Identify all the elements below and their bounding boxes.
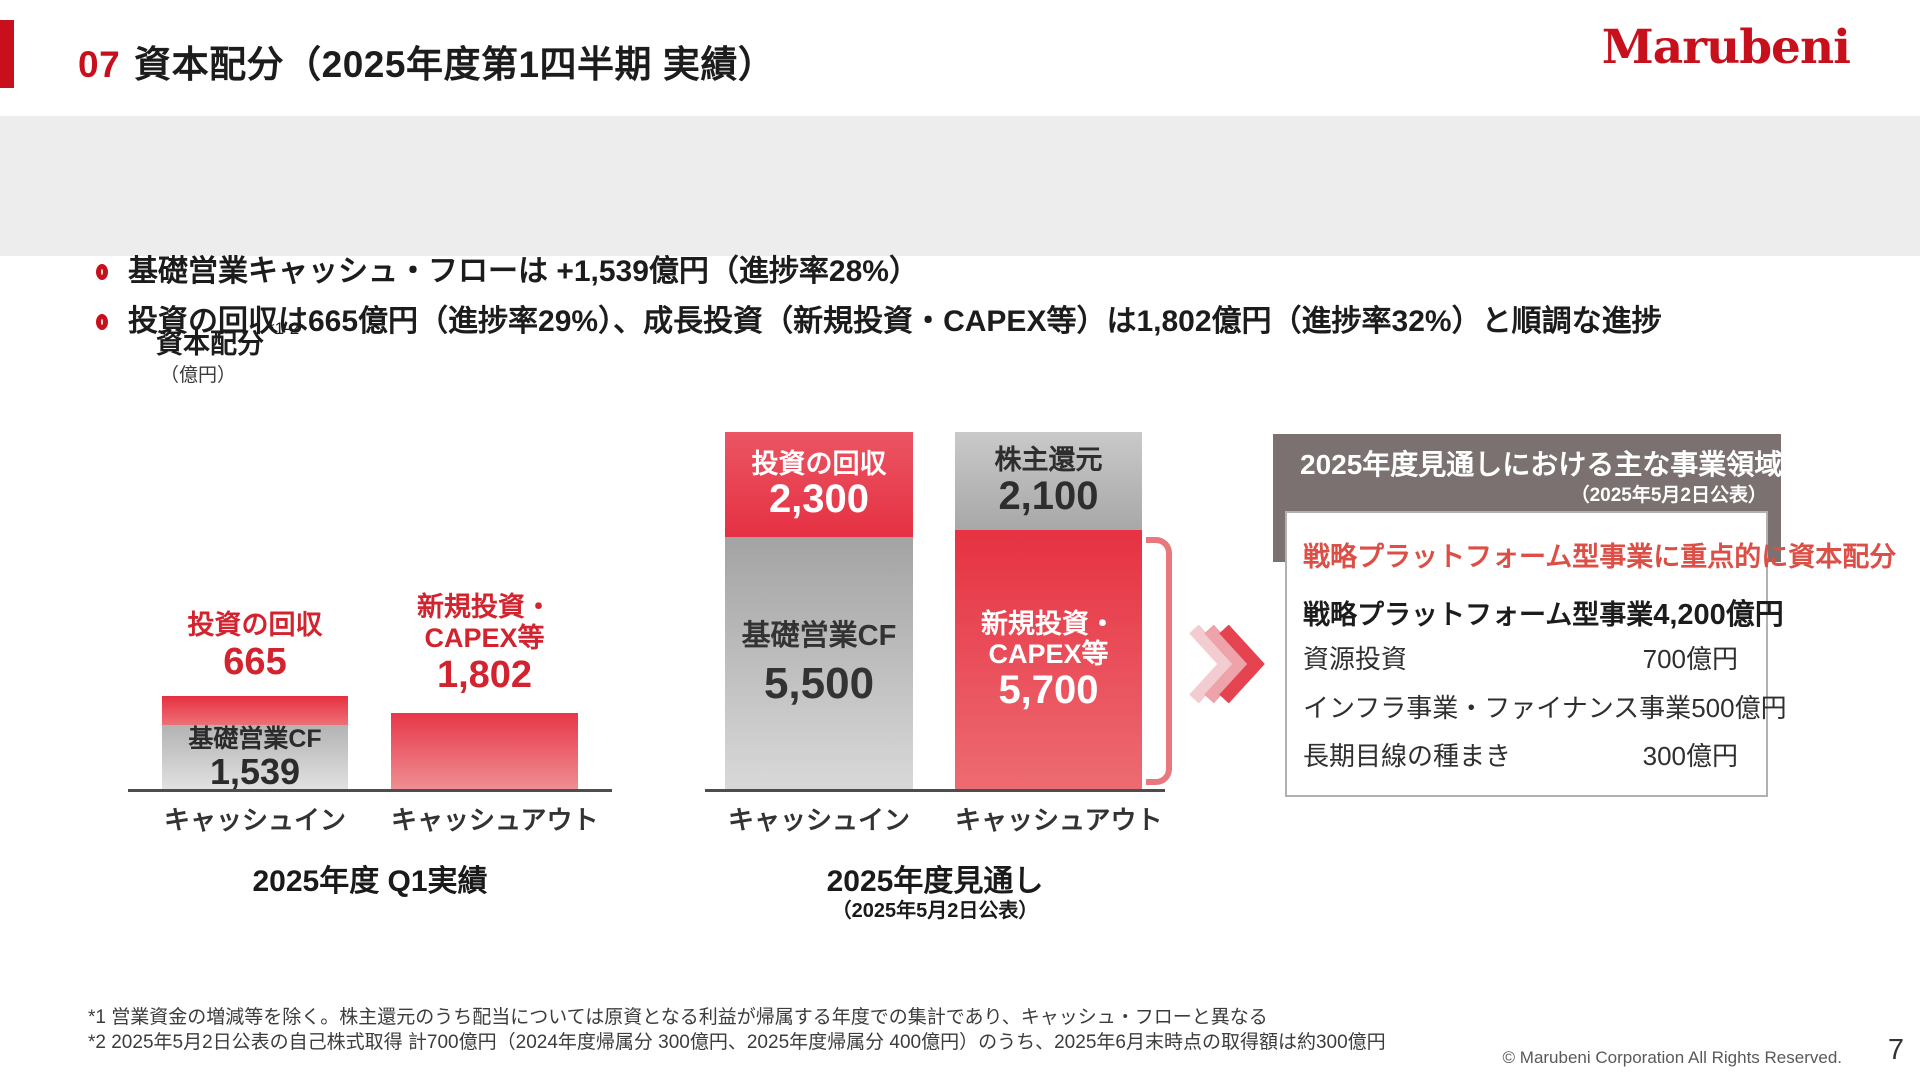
q1-invest-recovery-value: 665 [223, 641, 287, 683]
bullet-ring-icon [96, 264, 108, 280]
chart-caption-text: 資本配分 [156, 329, 264, 359]
panel-title: 2025年度見通しにおける主な事業領域 [1300, 449, 1783, 480]
highlight-row-2: 投資の回収は665億円（進捗率29%）、成長投資（新規投資・CAPEX等）は1,… [96, 302, 1662, 342]
outlook-cashout-new-invest-segment: 新規投資・ CAPEX等 5,700 [955, 530, 1142, 790]
outlook-chart-title: 2025年度見通し [826, 865, 1044, 898]
outlook-shareholder-value: 2,100 [998, 473, 1099, 518]
outlook-new-invest-label-2: CAPEX等 [988, 639, 1109, 669]
chart-footnote-ref: *1-2 [268, 319, 300, 338]
allocation-label: インフラ事業・ファイナンス事業 [1303, 693, 1692, 723]
outlook-base-cf-value: 5,500 [763, 659, 875, 709]
outlook-cashout-axis-label: キャッシュアウト [955, 805, 1163, 835]
outlook-axis-line [705, 789, 1165, 792]
outlook-cashin-base-cf-segment: 基礎営業CF 5,500 [725, 537, 913, 790]
panel-subtitle: （2025年5月2日公表） [1570, 485, 1767, 506]
bracket-decoration [1146, 537, 1172, 785]
q1-cashout-float-labels: 新規投資・ CAPEX等 1,802 [391, 592, 578, 696]
allocation-row: 戦略プラットフォーム型事業 4,200億円 [1303, 591, 1784, 633]
q1-cashin-axis-label: キャッシュイン [163, 805, 346, 835]
q1-chart-title: 2025年度 Q1実績 [252, 865, 488, 898]
highlight-text-2: 投資の回収は665億円（進捗率29%）、成長投資（新規投資・CAPEX等）は1,… [128, 305, 1662, 338]
q1-new-invest-label-1: 新規投資・ [417, 592, 552, 622]
copyright-text: © Marubeni Corporation All Rights Reserv… [1502, 1048, 1842, 1067]
footnote-1: *1 営業資金の増減等を除く。株主還元のうち配当については原資となる利益が帰属す… [88, 1007, 1268, 1028]
q1-cashin-invest-recovery-segment [162, 696, 348, 725]
outlook-chart-subtitle: （2025年5月2日公表） [831, 900, 1039, 922]
allocation-value: 4,200億円 [1653, 599, 1784, 631]
chart-caption: 資本配分*1-2 [156, 319, 299, 361]
allocation-value: 300億円 [1642, 741, 1738, 771]
allocation-value: 500億円 [1691, 693, 1787, 723]
page-number: 7 [1887, 1034, 1904, 1066]
allocation-row: 長期目線の種まき 300億円 [1303, 736, 1738, 773]
q1-invest-recovery-label: 投資の回収 [187, 610, 323, 640]
slide-number: 07 [78, 44, 121, 85]
q1-new-invest-label-2: CAPEX等 [424, 623, 545, 653]
business-area-panel-card: 戦略プラットフォーム型事業に重点的に資本配分 戦略プラットフォーム型事業 4,2… [1285, 511, 1896, 797]
page-title: 07 資本配分（2025年度第1四半期 実績） [78, 34, 775, 88]
header-accent-bar [0, 20, 14, 88]
outlook-cashin-axis-label: キャッシュイン [727, 805, 910, 835]
outlook-invest-recovery-label: 投資の回収 [751, 448, 887, 479]
q1-cashout-axis-label: キャッシュアウト [391, 805, 599, 835]
allocation-label: 長期目線の種まき [1303, 741, 1512, 771]
footnote-2: *2 2025年5月2日公表の自己株式取得 計700億円（2024年度帰属分 3… [88, 1032, 1386, 1053]
q1-base-cf-value: 1,539 [209, 750, 301, 792]
q1-new-invest-value: 1,802 [436, 654, 533, 696]
q1-cashin-float-labels: 投資の回収 665 [162, 610, 348, 683]
allocation-label: 戦略プラットフォーム型事業 [1303, 600, 1654, 630]
chart-unit-label: （億円） [160, 365, 237, 386]
q1-axis-line [128, 789, 612, 792]
bullet-ring-icon [96, 314, 108, 330]
slide-title-text: 資本配分（2025年度第1四半期 実績） [134, 44, 776, 85]
highlight-text-1: 基礎営業キャッシュ・フローは +1,539億円（進捗率28%） [128, 255, 919, 288]
outlook-shareholder-label: 株主還元 [994, 445, 1103, 476]
allocation-row: 資源投資 700億円 [1303, 639, 1738, 676]
q1-base-cf-label: 基礎営業CF [188, 725, 322, 754]
allocation-row: インフラ事業・ファイナンス事業 500億円 [1303, 688, 1787, 725]
outlook-new-invest-label-1: 新規投資・ [981, 609, 1116, 640]
q1-cashout-new-invest-segment [391, 713, 578, 791]
highlight-row-1: 基礎営業キャッシュ・フローは +1,539億円（進捗率28%） [96, 252, 919, 292]
highlight-band: 基礎営業キャッシュ・フローは +1,539億円（進捗率28%） 投資の回収は66… [0, 116, 1920, 338]
marubeni-logo: Marubeni [1601, 20, 1851, 75]
panel-headline: 戦略プラットフォーム型事業に重点的に資本配分 [1303, 542, 1897, 572]
allocation-value: 700億円 [1642, 644, 1738, 674]
chevron-forward-icon [1186, 622, 1270, 711]
outlook-base-cf-label: 基礎営業CF [741, 619, 897, 652]
q1-cashin-base-cf-segment: 基礎営業CF 1,539 [162, 725, 348, 791]
outlook-cashout-shareholder-segment: 株主還元 2,100 [955, 432, 1142, 530]
allocation-label: 資源投資 [1303, 644, 1408, 674]
outlook-cashin-invest-recovery-segment: 投資の回収 2,300 [725, 432, 913, 537]
outlook-invest-recovery-value: 2,300 [768, 477, 870, 522]
outlook-new-invest-value: 5,700 [998, 667, 1099, 712]
